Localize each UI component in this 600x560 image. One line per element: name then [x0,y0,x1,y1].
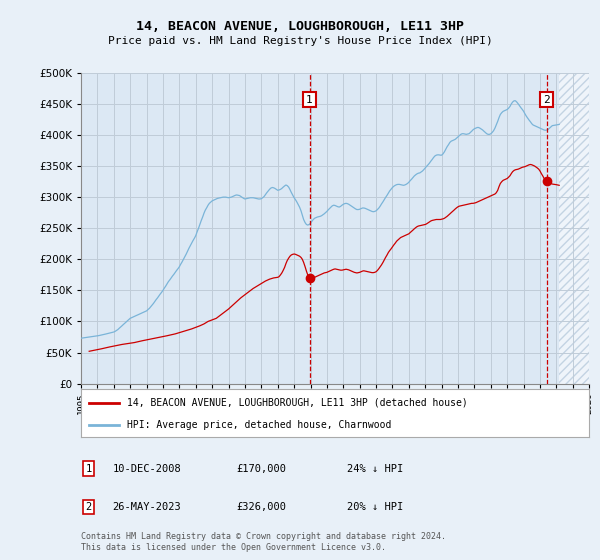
Text: 1: 1 [306,95,313,105]
Text: Contains HM Land Registry data © Crown copyright and database right 2024.
This d: Contains HM Land Registry data © Crown c… [81,532,446,552]
Text: 20% ↓ HPI: 20% ↓ HPI [347,502,403,512]
Text: 2: 2 [543,95,550,105]
Text: £170,000: £170,000 [236,464,286,474]
Bar [559,73,600,384]
Text: Price paid vs. HM Land Registry's House Price Index (HPI): Price paid vs. HM Land Registry's House … [107,36,493,46]
Text: 10-DEC-2008: 10-DEC-2008 [113,464,181,474]
Text: 2: 2 [86,502,92,512]
Text: 24% ↓ HPI: 24% ↓ HPI [347,464,403,474]
Text: 14, BEACON AVENUE, LOUGHBOROUGH, LE11 3HP (detached house): 14, BEACON AVENUE, LOUGHBOROUGH, LE11 3H… [127,398,467,408]
Text: 14, BEACON AVENUE, LOUGHBOROUGH, LE11 3HP: 14, BEACON AVENUE, LOUGHBOROUGH, LE11 3H… [136,20,464,32]
Text: £326,000: £326,000 [236,502,286,512]
Text: 26-MAY-2023: 26-MAY-2023 [113,502,181,512]
Text: HPI: Average price, detached house, Charnwood: HPI: Average price, detached house, Char… [127,420,391,430]
Text: 1: 1 [86,464,92,474]
